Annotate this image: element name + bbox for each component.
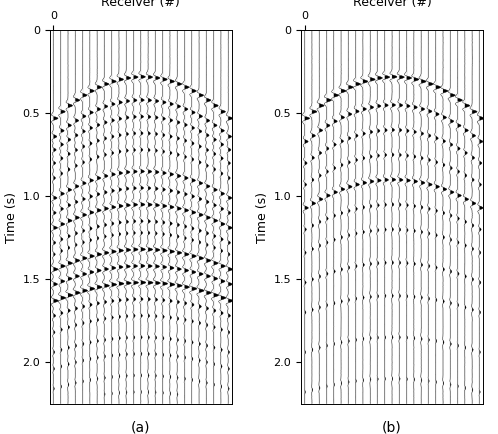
Y-axis label: Time (s): Time (s) <box>256 191 269 243</box>
Text: (a): (a) <box>131 421 150 434</box>
Title: Receiver (#): Receiver (#) <box>102 0 180 10</box>
Text: (b): (b) <box>382 421 402 434</box>
Title: Receiver (#): Receiver (#) <box>353 0 431 10</box>
Y-axis label: Time (s): Time (s) <box>5 191 18 243</box>
